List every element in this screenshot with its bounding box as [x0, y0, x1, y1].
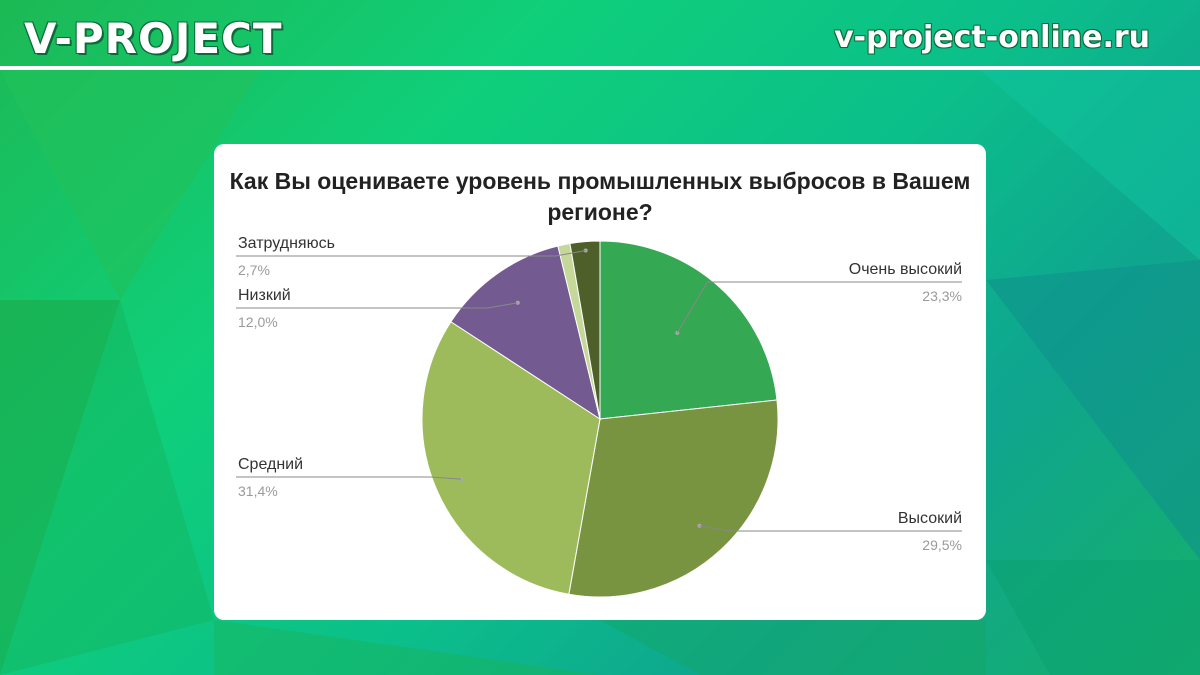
header-divider [0, 66, 1200, 70]
pie-slice-4 [450, 245, 601, 421]
slice-label-2: Высокий [898, 510, 962, 527]
pie-slice-3 [421, 321, 601, 595]
leader-line-6 [236, 250, 586, 257]
slice-label-6: Затрудняюсь [238, 235, 335, 252]
slice-label-4: Низкий [238, 287, 291, 304]
pie-slice-2 [568, 399, 779, 598]
slice-value-1: 23,3% [922, 288, 962, 304]
slice-label-1: Очень высокий [849, 261, 962, 278]
slice-value-4: 12,0% [238, 314, 278, 330]
pie-slice-1 [599, 240, 778, 420]
pie-chart: Очень высокий 23,3% Высокий 29,5% Средний 31,… [236, 235, 962, 598]
chart-title: Как Вы оцениваете уровень промышленных в… [229, 168, 971, 225]
chart-card: Очень высокий 23,3% Высокий 29,5% Средний 31,… [214, 144, 986, 620]
leader-line-1 [676, 281, 962, 334]
slice-value-6: 2,7% [238, 262, 270, 278]
leader-dot-3 [459, 477, 464, 482]
pie-slice-6 [569, 240, 601, 420]
leader-line-2 [699, 525, 962, 532]
site-url: v-project-online.ru [834, 20, 1150, 55]
slice-value-3: 31,4% [238, 483, 278, 499]
slice-value-2: 29,5% [922, 537, 962, 553]
leader-line-4 [236, 302, 518, 309]
slice-label-3: Средний [238, 456, 303, 473]
leader-line-3 [236, 476, 462, 480]
brand-logo: V-PROJECT [24, 14, 283, 63]
